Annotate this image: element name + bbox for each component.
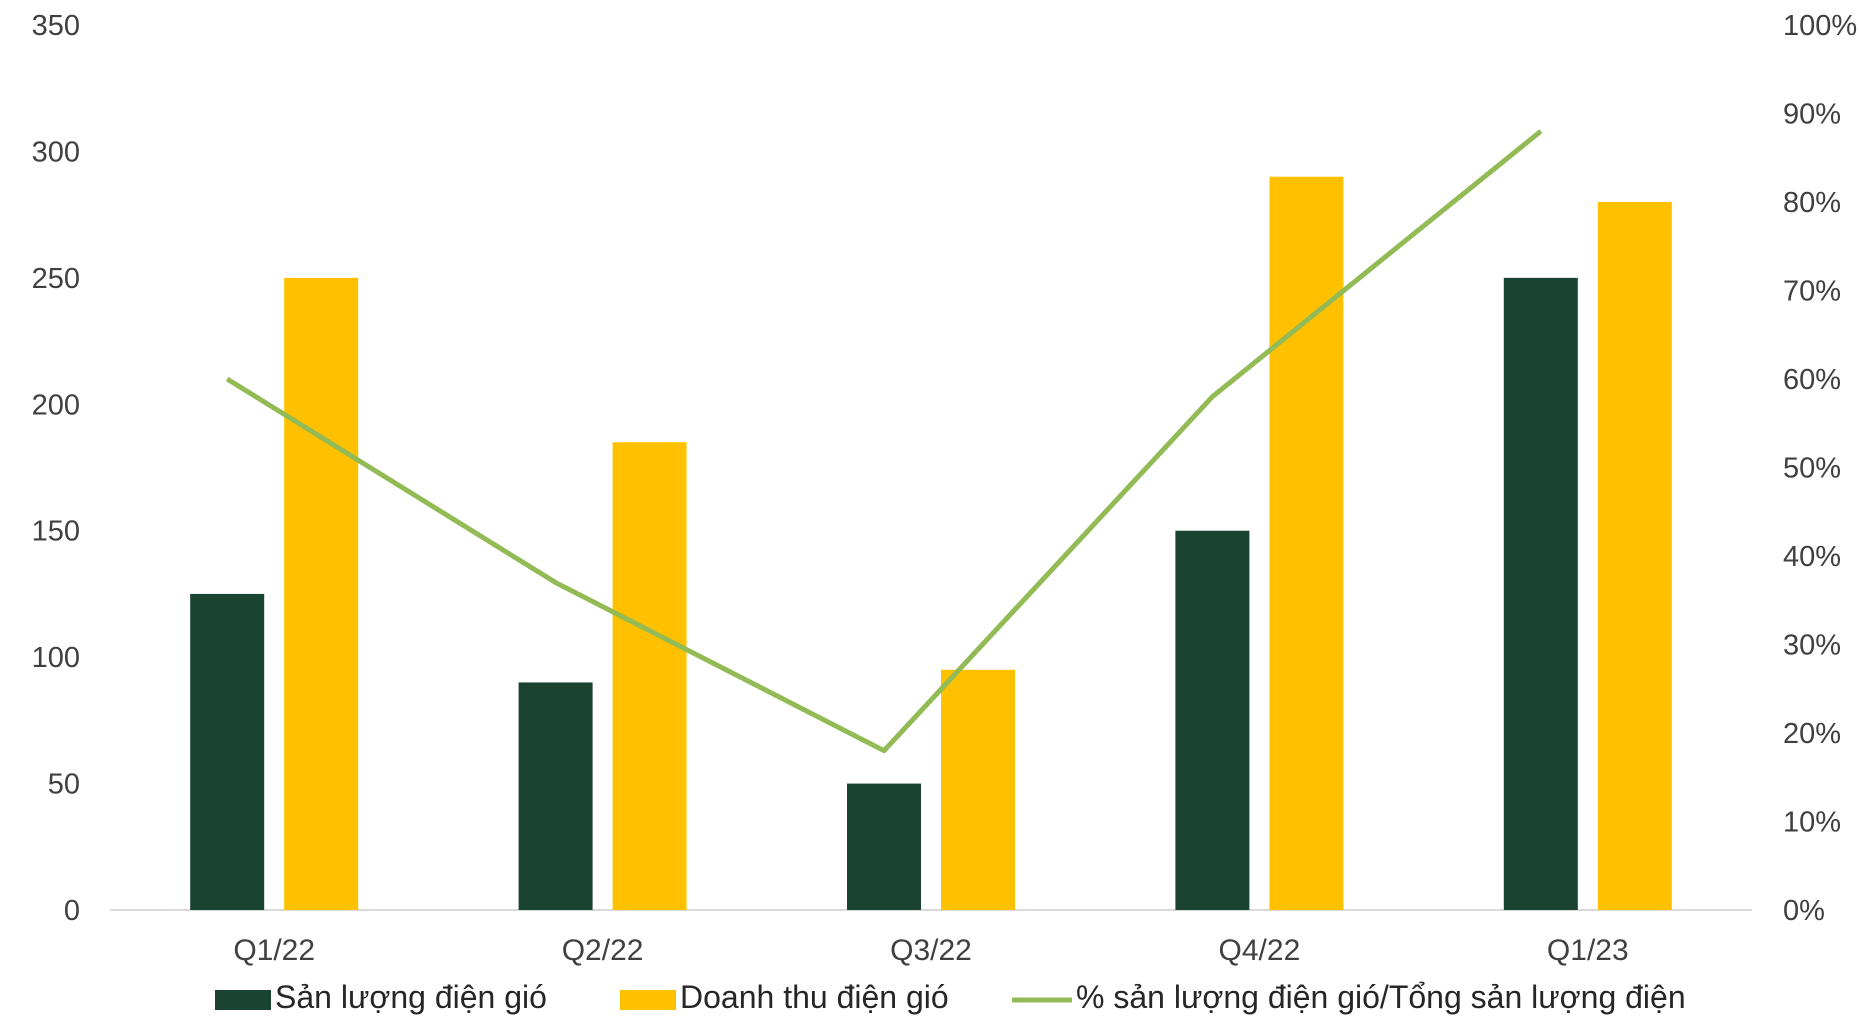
bar-san-luong	[518, 682, 593, 910]
legend-item-percent: % sản lượng điện gió/Tổng sản lượng điện	[1012, 979, 1686, 1015]
y-right-tick-label: 80%	[1783, 187, 1841, 219]
y-left-tick-label: 100	[32, 642, 80, 674]
y-left-tick-label: 300	[32, 136, 80, 168]
axes: 0 50 100 150 200 250 300 350 0% 10% 20% 30% 40% 50% 60…	[32, 10, 1858, 967]
legend-item-san-luong: Sản lượng điện gió	[215, 979, 547, 1015]
bar-san-luong	[1175, 530, 1250, 910]
bar-san-luong	[847, 783, 921, 910]
y-right-tick-label: 100%	[1783, 10, 1857, 42]
bar-doanh-thu	[1269, 176, 1344, 910]
y-right-tick-label: 60%	[1783, 364, 1841, 396]
y-right-tick-label: 70%	[1783, 276, 1841, 308]
legend-label: % sản lượng điện gió/Tổng sản lượng điện	[1076, 979, 1686, 1015]
x-category-label: Q1/22	[233, 934, 315, 967]
line-percent-wind	[225, 129, 1543, 754]
bar-san-luong	[1503, 277, 1578, 910]
y-left-tick-label: 200	[32, 389, 80, 421]
line-series	[225, 129, 1543, 754]
y-left-tick-label: 0	[64, 895, 80, 927]
y-right-tick-label: 90%	[1783, 99, 1841, 131]
bar-doanh-thu	[612, 442, 687, 910]
y-right-tick-label: 20%	[1783, 718, 1841, 750]
legend-swatch	[215, 990, 271, 1010]
bar-doanh-thu	[284, 277, 359, 910]
x-category-label: Q4/22	[1219, 934, 1301, 967]
legend: Sản lượng điện gió Doanh thu điện gió % sả…	[215, 979, 1686, 1015]
legend-item-doanh-thu: Doanh thu điện gió	[620, 979, 949, 1015]
y-right-tick-label: 50%	[1783, 453, 1841, 485]
y-left-tick-label: 350	[32, 10, 80, 42]
y-left-tick-label: 250	[32, 263, 80, 295]
y-right-tick-label: 0%	[1783, 895, 1825, 927]
y-left-tick-label: 50	[48, 769, 80, 801]
y-left-tick-label: 150	[32, 516, 80, 548]
legend-swatch	[620, 990, 676, 1010]
y-right-tick-label: 40%	[1783, 541, 1841, 573]
legend-label: Sản lượng điện gió	[275, 979, 547, 1015]
legend-label: Doanh thu điện gió	[680, 979, 949, 1015]
bars	[190, 176, 1672, 910]
y-right-tick-label: 10%	[1783, 807, 1841, 839]
bar-san-luong	[190, 593, 265, 910]
x-category-label: Q2/22	[562, 934, 644, 967]
bar-doanh-thu	[1597, 202, 1672, 910]
bar-doanh-thu	[941, 669, 1015, 910]
x-category-label: Q3/22	[890, 934, 972, 967]
x-category-label: Q1/23	[1547, 934, 1629, 967]
y-right-tick-label: 30%	[1783, 630, 1841, 662]
